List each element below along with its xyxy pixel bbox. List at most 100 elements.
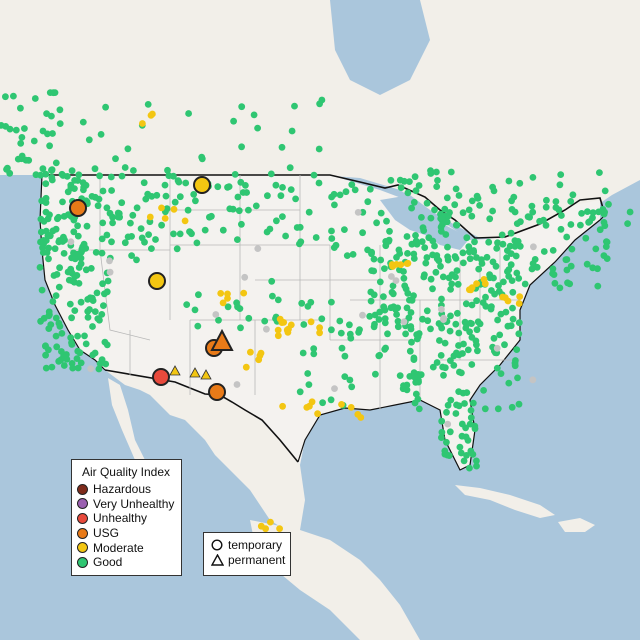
good-monitor-dot[interactable] (99, 280, 106, 288)
good-monitor-dot[interactable] (277, 192, 285, 200)
good-monitor-dot[interactable] (89, 323, 96, 330)
good-monitor-dot[interactable] (400, 177, 408, 185)
good-monitor-dot[interactable] (506, 242, 514, 250)
good-monitor-dot[interactable] (291, 102, 298, 110)
good-monitor-dot[interactable] (445, 452, 453, 459)
good-monitor-dot[interactable] (50, 89, 57, 97)
good-monitor-dot[interactable] (274, 296, 282, 304)
good-monitor-dot[interactable] (419, 224, 427, 232)
good-monitor-dot[interactable] (59, 198, 66, 206)
good-monitor-dot[interactable] (459, 350, 466, 357)
good-monitor-dot[interactable] (415, 405, 423, 413)
good-monitor-dot[interactable] (250, 111, 258, 119)
good-monitor-dot[interactable] (437, 227, 445, 235)
good-monitor-dot[interactable] (297, 238, 305, 246)
good-monitor-dot[interactable] (443, 408, 450, 416)
good-monitor-dot[interactable] (485, 238, 493, 246)
good-monitor-dot[interactable] (415, 182, 423, 189)
good-monitor-dot[interactable] (305, 381, 313, 388)
good-monitor-dot[interactable] (355, 328, 362, 336)
good-monitor-dot[interactable] (77, 359, 85, 367)
large-monitors[interactable] (69, 176, 234, 401)
good-monitor-dot[interactable] (366, 312, 374, 320)
good-monitor-dot[interactable] (292, 195, 299, 203)
good-monitor-dot[interactable] (455, 402, 463, 410)
good-monitor-dot[interactable] (387, 176, 395, 184)
good-monitor-dot[interactable] (142, 195, 150, 203)
good-monitor-dot[interactable] (48, 166, 56, 174)
good-monitor-dot[interactable] (328, 235, 336, 242)
good-monitor-dot[interactable] (193, 239, 201, 247)
good-monitor-dot[interactable] (424, 317, 432, 325)
good-monitor-dot[interactable] (465, 248, 473, 256)
good-monitor-dot[interactable] (410, 198, 418, 206)
good-monitor-dot[interactable] (319, 399, 326, 407)
good-monitor-dot[interactable] (542, 203, 550, 211)
good-monitor-dot[interactable] (328, 298, 335, 306)
good-monitor-dot[interactable] (452, 255, 460, 262)
good-monitor-dot[interactable] (234, 236, 241, 244)
good-monitor-dot[interactable] (52, 332, 60, 340)
good-monitor-dot[interactable] (42, 208, 50, 216)
moderate-monitor-dot[interactable] (217, 290, 225, 297)
good-monitor-dot[interactable] (42, 364, 50, 372)
good-monitor-dot[interactable] (474, 347, 481, 355)
good-monitor-dot[interactable] (483, 253, 491, 261)
good-monitor-dot[interactable] (38, 286, 46, 294)
good-monitor-dot[interactable] (507, 322, 515, 330)
good-monitor-dot[interactable] (444, 243, 451, 251)
moderate-monitor-utah[interactable] (148, 272, 166, 290)
good-monitor-dot[interactable] (359, 229, 366, 237)
good-monitor-dot[interactable] (39, 244, 46, 252)
good-monitor-dot[interactable] (176, 230, 184, 238)
good-monitor-dot[interactable] (58, 330, 66, 337)
good-monitor-dot[interactable] (583, 260, 591, 268)
good-monitor-dot[interactable] (225, 183, 233, 191)
good-monitor-dot[interactable] (94, 202, 102, 210)
good-monitor-dot[interactable] (80, 186, 87, 194)
good-monitor-dot[interactable] (268, 277, 276, 285)
good-monitor-dot[interactable] (434, 177, 441, 184)
good-monitor-dot[interactable] (348, 181, 356, 189)
moderate-monitor-dot[interactable] (316, 324, 323, 332)
good-monitor-dot[interactable] (452, 185, 460, 193)
good-monitor-dot[interactable] (140, 179, 148, 187)
good-monitor-dot[interactable] (509, 288, 517, 296)
good-monitor-dot[interactable] (465, 206, 473, 214)
good-monitor-dot[interactable] (298, 299, 306, 307)
good-monitor-dot[interactable] (91, 165, 99, 173)
good-monitor-dot[interactable] (446, 327, 454, 335)
good-monitor-dot[interactable] (502, 308, 510, 316)
good-monitor-dot[interactable] (97, 131, 105, 138)
good-monitor-dot[interactable] (336, 191, 344, 199)
good-monitor-dot[interactable] (423, 199, 431, 207)
good-monitor-dot[interactable] (489, 183, 496, 191)
good-monitor-dot[interactable] (336, 317, 344, 325)
good-monitor-dot[interactable] (456, 368, 463, 376)
moderate-monitor-dot[interactable] (307, 318, 315, 326)
good-monitor-dot[interactable] (463, 234, 471, 242)
good-monitor-dot[interactable] (6, 125, 14, 133)
good-monitor-dot[interactable] (315, 179, 323, 187)
moderate-monitor-dot[interactable] (316, 329, 323, 337)
good-monitor-dot[interactable] (153, 191, 161, 199)
good-monitor-dot[interactable] (403, 233, 411, 240)
good-monitor-dot[interactable] (455, 192, 463, 199)
moderate-monitor-dot[interactable] (139, 120, 146, 127)
no-data-monitor-dot[interactable] (331, 385, 338, 392)
no-data-monitor-dot[interactable] (388, 273, 395, 280)
moderate-monitor-dot[interactable] (274, 332, 282, 340)
moderate-monitor-dot[interactable] (466, 286, 473, 294)
good-monitor-dot[interactable] (509, 315, 517, 323)
good-monitor-dot[interactable] (558, 212, 565, 219)
moderate-monitor-dot[interactable] (274, 326, 282, 334)
good-monitor-dot[interactable] (330, 190, 338, 198)
good-monitor-dot[interactable] (605, 200, 612, 208)
good-monitor-dot[interactable] (201, 226, 209, 234)
good-monitor-dot[interactable] (564, 279, 571, 287)
usg-monitor-southwest-new-mexico[interactable] (208, 383, 226, 401)
good-monitor-dot[interactable] (32, 171, 40, 179)
good-monitor-dot[interactable] (488, 303, 495, 310)
good-monitor-dot[interactable] (390, 303, 397, 311)
good-monitor-dot[interactable] (515, 400, 523, 408)
